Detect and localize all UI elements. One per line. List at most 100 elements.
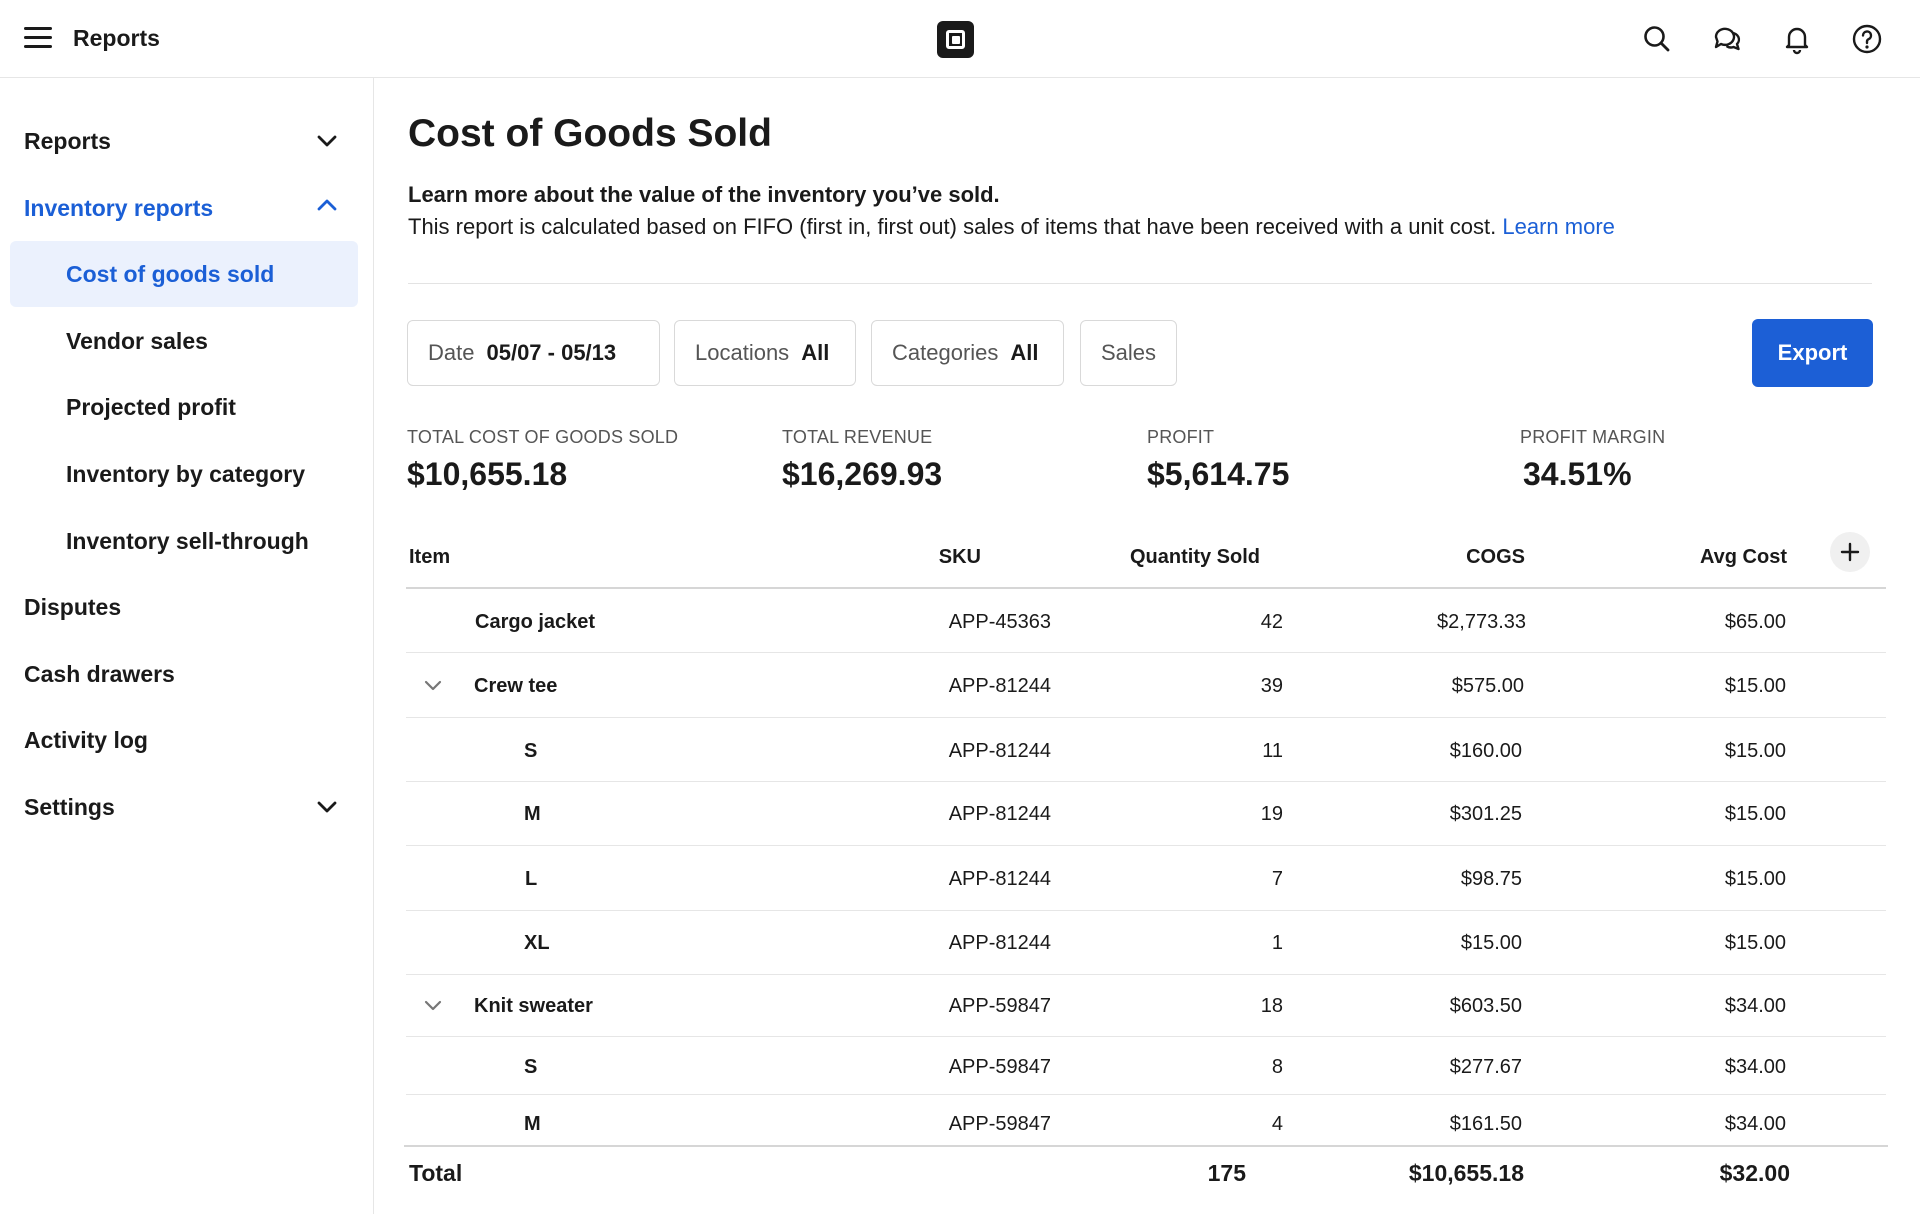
locations-filter[interactable]: Locations All: [674, 320, 856, 386]
row-cogs: $603.50: [1449, 995, 1522, 1017]
sales-filter-label: Sales: [1101, 340, 1157, 365]
total-divider: [404, 1145, 1888, 1147]
sidebar-item-vendor-sales[interactable]: Vendor sales: [66, 328, 208, 354]
sidebar-item-inventory-sell-through[interactable]: Inventory sell-through: [66, 528, 309, 554]
table-row-crew-tee-xl[interactable]: XL APP-81244 1 $15.00 $15.00: [406, 911, 1886, 975]
row-sku: APP-81244: [948, 932, 1051, 954]
date-filter[interactable]: Date 05/07 - 05/13: [407, 320, 660, 386]
help-circle-icon[interactable]: [1850, 22, 1884, 56]
row-avg-cost: $65.00: [1724, 611, 1786, 633]
page-title: Cost of Goods Sold: [408, 112, 772, 155]
table-row-knit-sweater-m[interactable]: M APP-59847 4 $161.50 $34.00: [406, 1095, 1886, 1145]
table-row-crew-tee-s[interactable]: S APP-81244 11 $160.00 $15.00: [406, 718, 1886, 782]
row-cogs: $277.67: [1449, 1056, 1522, 1078]
chevron-down-icon[interactable]: [314, 794, 340, 820]
row-sku: APP-59847: [948, 995, 1051, 1017]
total-revenue-value: $16,269.93: [782, 456, 943, 492]
locations-filter-value: All: [801, 340, 830, 365]
row-avg-cost: $34.00: [1724, 1113, 1786, 1135]
row-item-name: L: [525, 868, 538, 890]
sidebar-active-highlight: [10, 241, 358, 307]
table-row-crew-tee-m[interactable]: M APP-81244 19 $301.25 $15.00: [406, 782, 1886, 846]
row-qty: 11: [1262, 740, 1283, 762]
row-sku: APP-81244: [948, 868, 1051, 890]
table-row-cargo-jacket[interactable]: Cargo jacket APP-45363 42 $2,773.33 $65.…: [406, 589, 1886, 653]
row-sku: APP-45363: [948, 611, 1051, 633]
bell-icon[interactable]: [1780, 22, 1814, 56]
row-avg-cost: $15.00: [1724, 803, 1786, 825]
sidebar-item-disputes[interactable]: Disputes: [24, 594, 122, 620]
sidebar-item-inventory-by-category[interactable]: Inventory by category: [66, 461, 306, 487]
table-row-knit-sweater-s[interactable]: S APP-59847 8 $277.67 $34.00: [406, 1037, 1886, 1095]
row-cogs: $161.50: [1449, 1113, 1522, 1135]
learn-more-link[interactable]: Learn more: [1502, 214, 1615, 239]
total-revenue-label: TOTAL REVENUE: [782, 427, 933, 447]
row-item-name: Cargo jacket: [475, 611, 596, 633]
row-cogs: $575.00: [1451, 675, 1524, 697]
chevron-down-icon[interactable]: [422, 994, 444, 1016]
table-header-divider: [406, 587, 1886, 589]
locations-filter-label: Locations: [695, 340, 790, 365]
row-sku: APP-59847: [948, 1056, 1051, 1078]
hamburger-menu-icon[interactable]: [24, 27, 52, 49]
page-description: This report is calculated based on FIFO …: [408, 214, 1615, 240]
chat-bubbles-icon[interactable]: [1710, 22, 1744, 56]
table-row-knit-sweater[interactable]: Knit sweater APP-59847 18 $603.50 $34.00: [406, 975, 1886, 1037]
column-header-avg-cost[interactable]: Avg Cost: [1699, 546, 1787, 568]
row-qty: 18: [1260, 995, 1283, 1017]
profit-margin-label: PROFIT MARGIN: [1520, 427, 1666, 447]
row-qty: 1: [1271, 932, 1283, 954]
row-cogs: $98.75: [1460, 868, 1522, 890]
profit-margin-value: 34.51%: [1523, 456, 1632, 492]
row-cogs: $160.00: [1449, 740, 1522, 762]
table-row-crew-tee[interactable]: Crew tee APP-81244 39 $575.00 $15.00: [406, 653, 1886, 718]
export-button[interactable]: Export: [1752, 319, 1873, 387]
row-item-name: M: [524, 803, 541, 825]
row-item-name: S: [524, 1056, 538, 1078]
column-header-quantity-sold[interactable]: Quantity Sold: [1130, 546, 1260, 568]
row-avg-cost: $34.00: [1724, 995, 1786, 1017]
sales-filter[interactable]: Sales: [1080, 320, 1177, 386]
sidebar: Reports Inventory reports Cost of goods …: [0, 78, 374, 1214]
row-item-name: XL: [524, 932, 550, 954]
row-item-name: M: [524, 1113, 541, 1135]
profit-label: PROFIT: [1147, 427, 1215, 447]
row-sku: APP-81244: [948, 740, 1051, 762]
row-sku: APP-81244: [948, 803, 1051, 825]
chevron-down-icon[interactable]: [314, 128, 340, 154]
plus-icon: [1840, 542, 1860, 562]
sidebar-item-settings[interactable]: Settings: [24, 794, 115, 820]
square-logo[interactable]: [937, 21, 974, 58]
row-sku: APP-81244: [948, 675, 1051, 697]
sidebar-item-cash-drawers[interactable]: Cash drawers: [24, 661, 175, 687]
sidebar-item-inventory-reports[interactable]: Inventory reports: [24, 195, 214, 221]
date-filter-label: Date: [428, 340, 475, 365]
total-cogs: $10,655.18: [1408, 1160, 1524, 1186]
page-lead: Learn more about the value of the invent…: [408, 182, 1000, 207]
categories-filter-value: All: [1010, 340, 1039, 365]
table-row-crew-tee-l[interactable]: L APP-81244 7 $98.75 $15.00: [406, 846, 1886, 911]
chevron-up-icon[interactable]: [314, 192, 340, 218]
sidebar-item-activity-log[interactable]: Activity log: [24, 727, 148, 753]
row-item-name: S: [524, 740, 538, 762]
divider: [408, 283, 1872, 284]
profit-value: $5,614.75: [1147, 456, 1290, 492]
row-qty: 42: [1260, 611, 1283, 633]
column-header-item[interactable]: Item: [409, 546, 451, 568]
categories-filter[interactable]: Categories All: [871, 320, 1064, 386]
search-icon[interactable]: [1640, 22, 1674, 56]
sidebar-item-reports[interactable]: Reports: [24, 128, 111, 154]
app-title: Reports: [73, 25, 160, 51]
add-column-button[interactable]: [1830, 532, 1870, 572]
column-header-cogs[interactable]: COGS: [1466, 546, 1525, 568]
row-item-name: Knit sweater: [474, 995, 593, 1017]
row-item-name: Crew tee: [474, 675, 558, 697]
chevron-down-icon[interactable]: [422, 674, 444, 696]
sidebar-item-cost-of-goods-sold[interactable]: Cost of goods sold: [66, 261, 275, 287]
row-qty: 4: [1271, 1113, 1283, 1135]
row-qty: 39: [1260, 675, 1283, 697]
row-qty: 7: [1271, 868, 1283, 890]
column-header-sku[interactable]: SKU: [938, 546, 981, 568]
sidebar-item-projected-profit[interactable]: Projected profit: [66, 394, 236, 420]
total-avg-cost: $32.00: [1719, 1160, 1790, 1186]
